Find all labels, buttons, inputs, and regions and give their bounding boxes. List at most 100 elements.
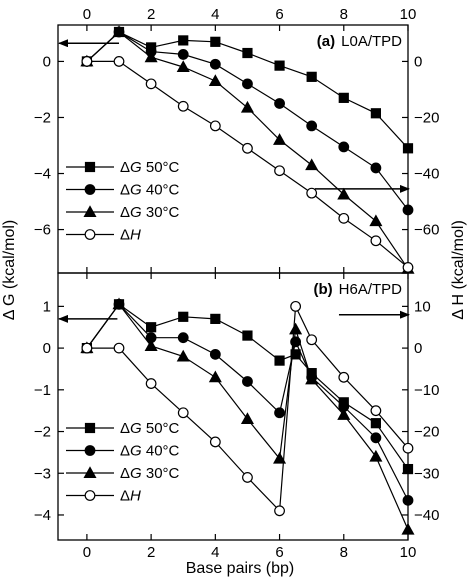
legend-entry: ΔG 50°C xyxy=(66,159,180,176)
legend-label: ΔH xyxy=(120,488,141,505)
panel-name: L0A/TPD xyxy=(341,33,402,50)
y-tick-label-right: 0 xyxy=(414,53,422,70)
data-point-triangle xyxy=(401,522,415,535)
data-point-circle xyxy=(274,98,285,109)
legend-label: ΔG 50°C xyxy=(120,159,180,176)
x-tick-label-top: 4 xyxy=(211,6,219,23)
x-tick-label-bottom: 0 xyxy=(83,544,91,561)
data-point-open-circle xyxy=(84,490,96,501)
series-line xyxy=(86,303,409,470)
data-point-circle xyxy=(209,58,221,70)
data-point-circle xyxy=(370,162,382,174)
data-point-open-circle xyxy=(209,120,221,132)
x-tick-label-top: 10 xyxy=(400,6,417,23)
data-point-open-circle xyxy=(145,378,157,389)
data-point-triangle xyxy=(208,74,222,87)
y-tick-label-left: −4 xyxy=(34,166,51,183)
x-tick-label-bottom: 6 xyxy=(275,544,283,561)
data-point-triangle xyxy=(83,205,97,217)
legend-entry: ΔG 40°C xyxy=(66,182,180,199)
y-tick-label-left: −1 xyxy=(34,382,51,399)
data-point-open-circle xyxy=(242,472,253,483)
x-axis-label: Base pairs (bp) xyxy=(186,560,295,577)
data-point-triangle xyxy=(369,214,383,227)
y-tick-label-left: 1 xyxy=(43,298,51,315)
y-tick-label-left: −6 xyxy=(34,222,51,239)
series-line xyxy=(86,303,409,530)
data-point-square xyxy=(178,35,189,46)
y-tick-label-left: 0 xyxy=(43,340,51,357)
data-point-square xyxy=(274,60,285,71)
data-point-open-circle xyxy=(274,165,285,177)
data-point-open-circle xyxy=(84,229,96,240)
data-point-circle xyxy=(338,141,350,153)
data-point-open-circle xyxy=(242,142,253,154)
data-point-circle xyxy=(177,49,189,60)
data-point-open-circle xyxy=(338,371,350,383)
data-point-open-circle xyxy=(306,187,318,199)
data-point-open-circle xyxy=(402,261,414,273)
y-tick-label-left: −2 xyxy=(34,424,51,441)
data-point-triangle xyxy=(273,451,287,464)
data-point-triangle xyxy=(305,372,319,385)
x-tick-label-top: 6 xyxy=(275,6,283,23)
x-tick-label-bottom: 10 xyxy=(400,544,417,561)
data-point-circle xyxy=(84,184,96,195)
x-tick-label-top: 0 xyxy=(83,6,91,23)
x-tick-label-top: 2 xyxy=(147,6,155,23)
data-point-circle xyxy=(177,332,189,344)
data-point-square xyxy=(146,322,157,333)
data-point-square xyxy=(242,47,253,59)
data-point-open-circle xyxy=(306,334,318,346)
data-point-triangle xyxy=(208,370,222,383)
y-tick-label-right: −40 xyxy=(414,166,439,183)
y-tick-label-right: −10 xyxy=(414,382,439,399)
data-point-square xyxy=(178,311,189,322)
data-point-circle xyxy=(402,494,414,506)
panel-tag: (a) xyxy=(317,33,335,50)
y-axis-label-left: Δ G (kcal/mol) xyxy=(1,220,18,320)
data-point-triangle xyxy=(369,449,383,462)
series-line xyxy=(86,304,409,513)
data-point-triangle xyxy=(144,50,158,63)
data-point-open-circle xyxy=(290,300,302,312)
data-point-square xyxy=(290,349,301,360)
data-point-circle xyxy=(274,407,285,419)
plot-frame xyxy=(57,24,409,274)
data-point-triangle xyxy=(176,349,190,362)
y-tick-label-right: −60 xyxy=(414,222,439,239)
data-point-open-circle xyxy=(370,235,382,247)
data-point-square xyxy=(84,161,96,173)
legend-entry: ΔH xyxy=(66,488,141,505)
panel-tag: (b) xyxy=(313,281,332,298)
shared-x-ticks: 0 0 2 2 4 4 6 6 8 8 10 10 xyxy=(83,6,417,561)
x-tick-label-bottom: 4 xyxy=(211,544,219,561)
x-tick-label-bottom: 2 xyxy=(147,544,155,561)
panel-title: (b) H6A/TPD xyxy=(313,281,402,298)
legend-entry: ΔG 30°C xyxy=(66,204,180,221)
data-point-square xyxy=(402,143,414,154)
legend-entry: ΔG 40°C xyxy=(66,443,180,460)
data-point-open-circle xyxy=(81,56,93,67)
data-point-circle xyxy=(242,78,253,90)
x-tick-label-bottom: 8 xyxy=(340,544,348,561)
data-point-triangle xyxy=(305,158,319,171)
data-point-square xyxy=(370,108,381,119)
legend-label: ΔG 30°C xyxy=(120,465,180,482)
data-point-circle xyxy=(242,376,253,387)
data-point-triangle xyxy=(112,25,126,38)
data-point-open-circle xyxy=(145,78,157,90)
y-tick-label-right: 0 xyxy=(414,340,422,357)
y-tick-label-right: −20 xyxy=(414,109,439,126)
y-tick-label-right: 10 xyxy=(414,298,431,315)
data-point-circle xyxy=(209,348,221,360)
y-tick-label-right: −20 xyxy=(414,424,439,441)
data-point-circle xyxy=(84,445,96,456)
data-point-square xyxy=(242,330,253,341)
y-tick-label-left: −2 xyxy=(34,109,51,126)
legend-label: ΔG 30°C xyxy=(120,204,180,221)
data-point-open-circle xyxy=(177,100,189,112)
